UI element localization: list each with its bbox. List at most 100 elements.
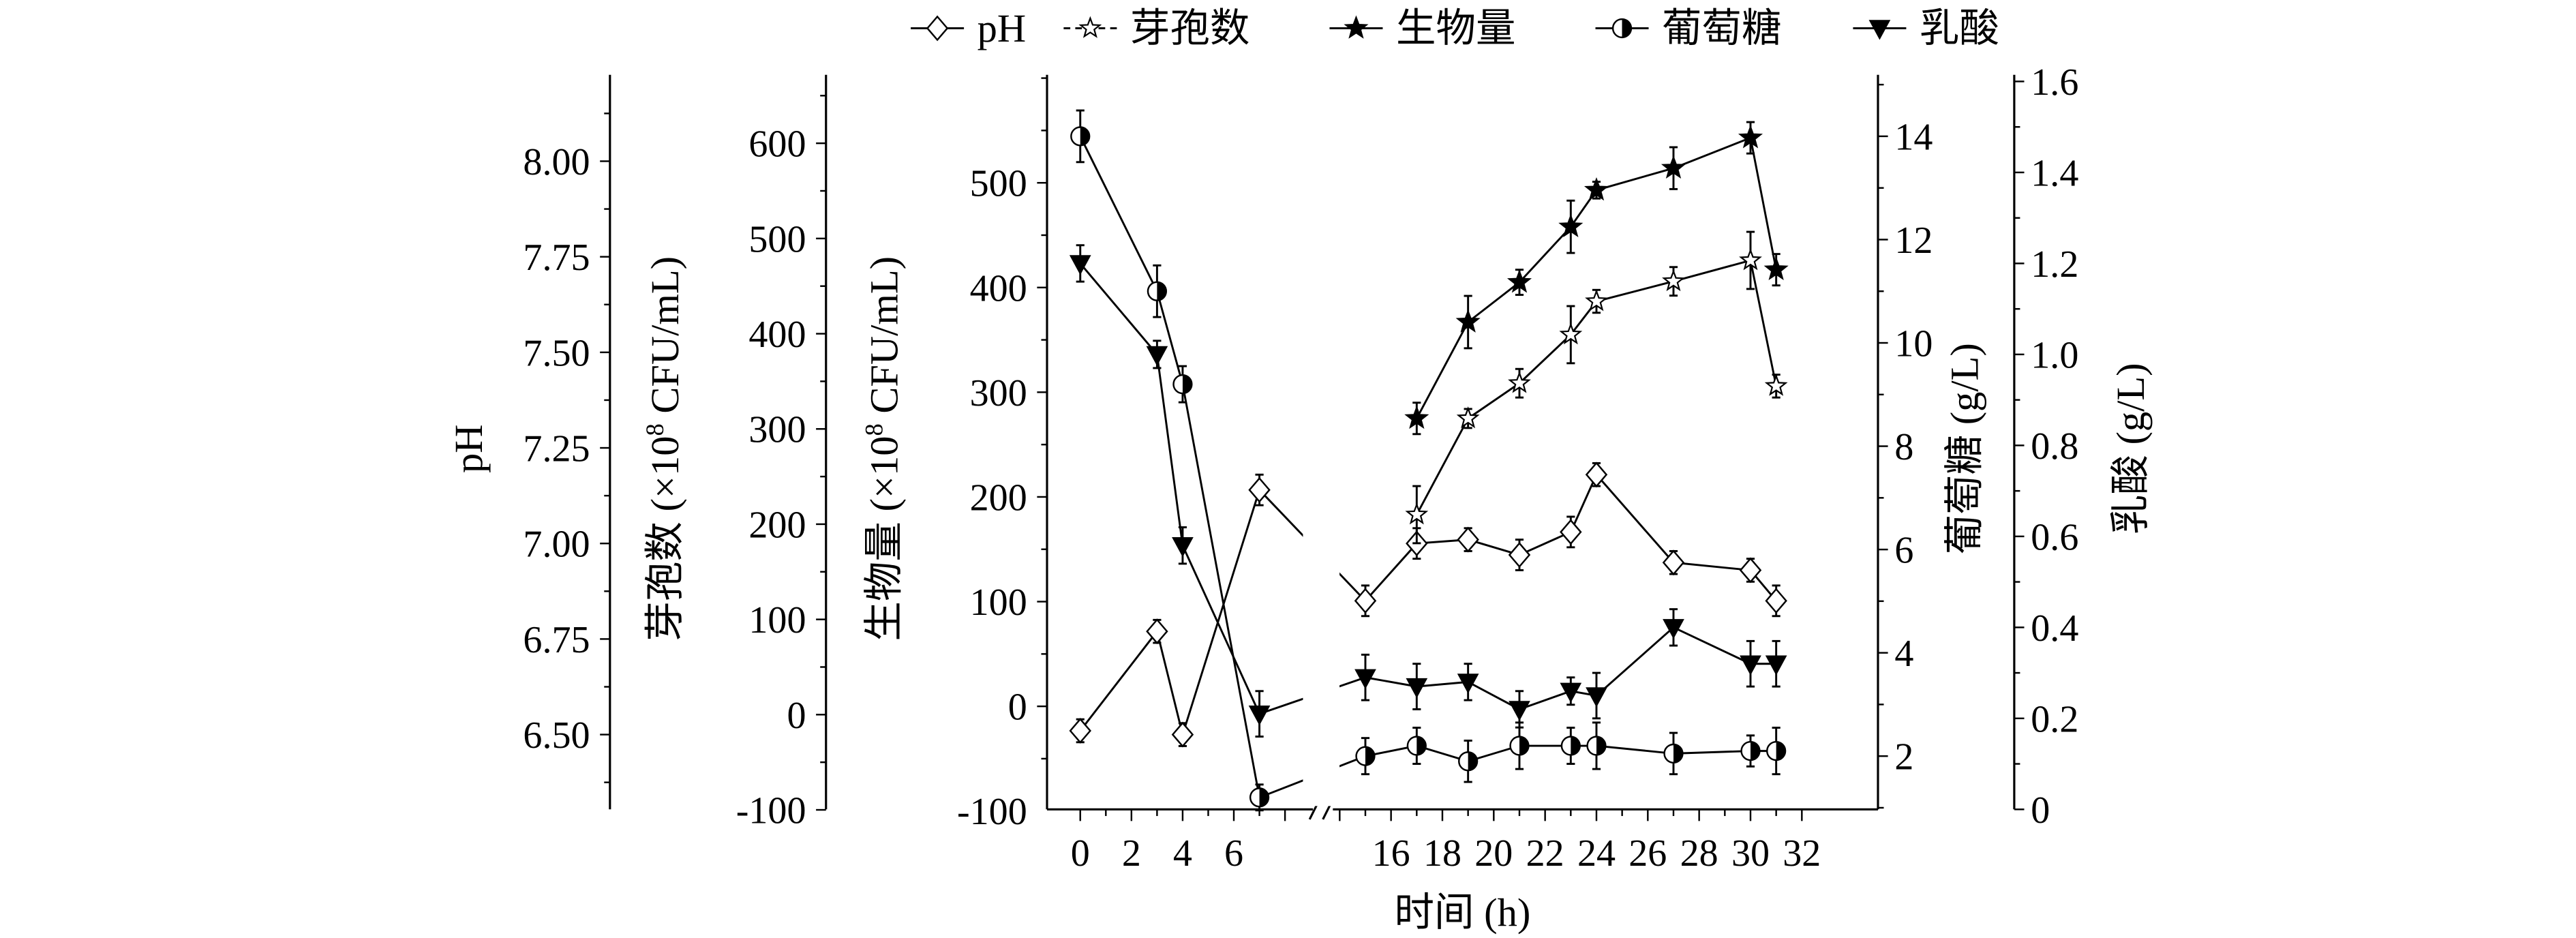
x-tick-label: 0 — [1071, 832, 1090, 875]
ph-tick-label: 6.50 — [523, 714, 590, 757]
half-fill-icon — [1622, 19, 1631, 37]
diamond-icon — [1585, 462, 1608, 488]
spore-tick-label: -100 — [736, 790, 806, 832]
x-tick-label: 6 — [1224, 832, 1243, 875]
ph-tick-label: 8.00 — [523, 141, 590, 183]
lactic-tick-label: 0.2 — [2031, 698, 2078, 740]
diamond-icon — [1765, 588, 1787, 614]
data-point-glucose — [1586, 736, 1607, 756]
data-point-spore — [1456, 406, 1480, 429]
x-tick-label: 16 — [1372, 832, 1410, 875]
x-tick-label: 30 — [1731, 832, 1770, 875]
open-star-icon — [1508, 371, 1531, 393]
data-point-biomass — [1404, 405, 1429, 429]
legend-marker — [1611, 18, 1633, 39]
data-point-lactic — [1457, 674, 1479, 694]
legend-label: pH — [978, 6, 1026, 50]
spore-tick-label: 300 — [748, 409, 806, 451]
lactic-tick-label: 0.8 — [2031, 425, 2078, 468]
glucose-tick-label: 12 — [1894, 220, 1933, 262]
data-point-ph — [1560, 519, 1582, 545]
spore-axis-title-sup: 8 — [641, 423, 669, 436]
down-triangle-icon — [1560, 682, 1582, 703]
ph-tick-label: 7.75 — [523, 237, 590, 279]
diamond-icon — [1171, 721, 1194, 748]
series-line-ph — [1079, 472, 1777, 739]
x-tick-label: 4 — [1173, 832, 1192, 875]
data-point-biomass — [1661, 155, 1686, 179]
spore-tick-label: 500 — [748, 218, 806, 260]
lactic-tick-label: 0.6 — [2031, 516, 2078, 558]
diamond-icon — [1739, 557, 1762, 584]
data-point-lactic — [1765, 655, 1787, 676]
spore-axis-title-text: 芽孢数 (×10 — [643, 436, 687, 641]
data-point-ph — [1069, 718, 1091, 744]
half-fill-icon — [1519, 736, 1529, 755]
star-icon — [1344, 15, 1369, 39]
data-point-lactic — [1663, 619, 1684, 639]
half-fill-icon — [1750, 742, 1760, 761]
legend: pH 芽孢数 生物量 葡萄糖 乳酸 — [911, 6, 1999, 50]
lactic-tick-label: 1.6 — [2031, 61, 2078, 104]
biomass-axis-title-unit: CFU/mL) — [862, 256, 907, 423]
lactic-axis-title-text: 乳酸 (g/L) — [2108, 363, 2153, 534]
axis-break-gap — [1303, 66, 1340, 806]
ph-axis-title-text: pH — [446, 425, 491, 474]
ph-tick-label: 7.25 — [523, 428, 590, 470]
data-point-biomass — [1506, 269, 1532, 293]
data-point-spore — [1559, 322, 1583, 345]
half-fill-icon — [1571, 736, 1580, 755]
data-point-ph — [1662, 549, 1685, 576]
biomass-tick-label: 500 — [970, 163, 1027, 205]
biomass-tick-label: 200 — [970, 476, 1027, 519]
data-point-lactic — [1740, 655, 1761, 676]
open-star-icon — [1764, 374, 1788, 396]
biomass-tick-label: 400 — [970, 267, 1027, 309]
diamond-icon — [1662, 549, 1685, 576]
biomass-tick-label: 300 — [970, 372, 1027, 414]
data-point-glucose — [1458, 751, 1479, 772]
legend-label: 芽孢数 — [1130, 6, 1250, 50]
down-triangle-icon — [1069, 255, 1091, 275]
data-point-lactic — [1248, 705, 1271, 726]
data-point-ph — [1739, 557, 1762, 584]
data-point-ph — [1248, 476, 1271, 503]
star-icon — [1763, 256, 1789, 281]
glucose-axis-title-text: 葡萄糖 (g/L) — [1942, 343, 1986, 554]
data-point-spore — [1662, 269, 1685, 292]
data-point-glucose — [1560, 736, 1581, 756]
biomass-tick-label: 0 — [1008, 686, 1027, 729]
data-point-lactic — [1586, 687, 1607, 708]
legend-marker — [1078, 16, 1102, 38]
legend-label: 乳酸 — [1920, 6, 1999, 50]
spore-tick-label: 400 — [748, 314, 806, 356]
open-star-icon — [1585, 289, 1608, 312]
data-point-ph — [1765, 588, 1787, 614]
data-point-biomass — [1738, 125, 1763, 149]
series-line-biomass — [1416, 136, 1778, 419]
data-point-ph — [1171, 721, 1194, 748]
half-fill-icon — [1259, 788, 1269, 807]
data-point-glucose — [1663, 743, 1684, 764]
down-triangle-icon — [1586, 687, 1607, 708]
biomass-axis-title-sup: 8 — [860, 423, 888, 436]
series-line-spore — [1416, 259, 1778, 515]
spore-tick-label: 0 — [787, 695, 806, 737]
down-triangle-icon — [1765, 655, 1787, 676]
series-line-glucose — [1079, 136, 1776, 799]
ph-tick-label: 7.00 — [523, 524, 590, 566]
data-point-ph — [1585, 462, 1608, 488]
data-point-glucose — [1355, 746, 1376, 766]
down-triangle-icon — [1146, 346, 1168, 366]
data-point-biomass — [1763, 256, 1789, 281]
data-point-glucose — [1249, 787, 1270, 808]
spore-tick-label: 100 — [748, 599, 806, 641]
lactic-tick-label: 1.2 — [2031, 243, 2078, 286]
x-tick-label: 26 — [1628, 832, 1667, 875]
legend-marker — [926, 15, 949, 42]
glucose-tick-label: 14 — [1894, 116, 1933, 158]
data-point-lactic — [1560, 682, 1582, 703]
data-point-glucose — [1406, 736, 1427, 756]
glucose-tick-label: 6 — [1894, 530, 1913, 572]
